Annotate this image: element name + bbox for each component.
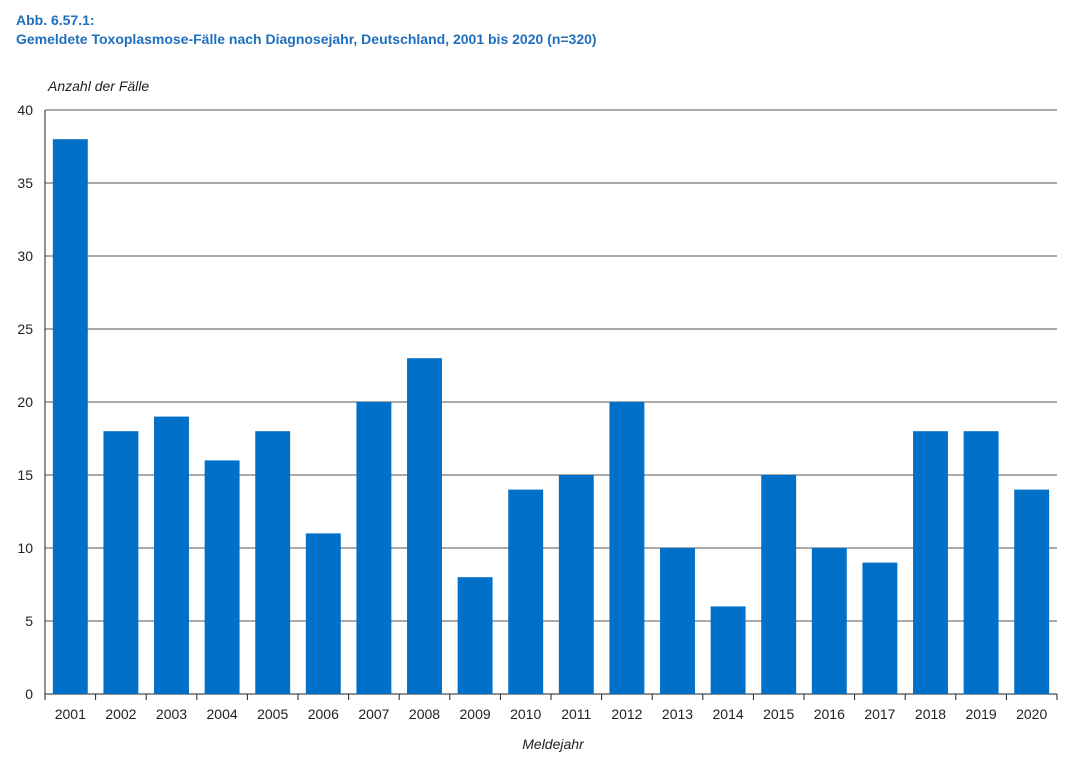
x-tick-label: 2005 — [257, 706, 288, 722]
bar-2019 — [963, 431, 999, 694]
bar-2020 — [1014, 489, 1050, 694]
bar-2001 — [52, 139, 88, 694]
bar-2017 — [862, 562, 898, 694]
x-tick-label: 2020 — [1016, 706, 1047, 722]
x-tick-label: 2017 — [864, 706, 895, 722]
figure-number: Abb. 6.57.1: — [16, 12, 95, 28]
x-tick-label: 2011 — [561, 706, 591, 722]
bar-2003 — [154, 416, 189, 694]
x-tick-label: 2007 — [358, 706, 389, 722]
x-tick-label: 2014 — [713, 706, 744, 722]
x-tick-label: 2004 — [207, 706, 238, 722]
y-tick-label: 0 — [25, 686, 33, 702]
bar-2013 — [660, 548, 695, 694]
y-tick-label: 10 — [17, 540, 33, 556]
y-tick-label: 5 — [25, 613, 33, 629]
y-tick-label: 25 — [17, 321, 33, 337]
x-tick-label: 2016 — [814, 706, 845, 722]
y-tick-label: 20 — [17, 394, 33, 410]
bar-2011 — [558, 475, 594, 694]
bar-2012 — [609, 402, 645, 694]
y-tick-label: 15 — [17, 467, 33, 483]
x-tick-label: 2013 — [662, 706, 693, 722]
y-axis-label: Anzahl der Fälle — [47, 78, 149, 94]
y-tick-label: 35 — [17, 175, 33, 191]
y-tick-label: 40 — [17, 102, 33, 118]
bar-2014 — [710, 606, 746, 694]
chart-title: Gemeldete Toxoplasmose-Fälle nach Diagno… — [16, 31, 597, 47]
x-tick-label: 2009 — [460, 706, 491, 722]
x-tick-label: 2003 — [156, 706, 187, 722]
bar-2002 — [103, 431, 139, 694]
x-tick-label: 2019 — [966, 706, 997, 722]
x-tick-label: 2008 — [409, 706, 440, 722]
bar-2015 — [761, 475, 797, 694]
bar-2008 — [407, 358, 442, 694]
x-tick-label: 2015 — [763, 706, 794, 722]
x-tick-label: 2001 — [55, 706, 86, 722]
bar-2005 — [255, 431, 291, 694]
y-tick-label: 30 — [17, 248, 33, 264]
bar-2018 — [913, 431, 948, 694]
bar-2004 — [204, 460, 240, 694]
x-tick-label: 2002 — [105, 706, 136, 722]
x-tick-label: 2006 — [308, 706, 339, 722]
bar-2016 — [811, 548, 847, 694]
bar-2006 — [305, 533, 341, 694]
x-tick-label: 2018 — [915, 706, 946, 722]
bar-2009 — [457, 577, 493, 694]
x-axis-label: Meldejahr — [522, 736, 585, 752]
x-tick-label: 2012 — [611, 706, 642, 722]
bar-2010 — [508, 489, 544, 694]
bar-2007 — [356, 402, 392, 694]
x-tick-label: 2010 — [510, 706, 541, 722]
